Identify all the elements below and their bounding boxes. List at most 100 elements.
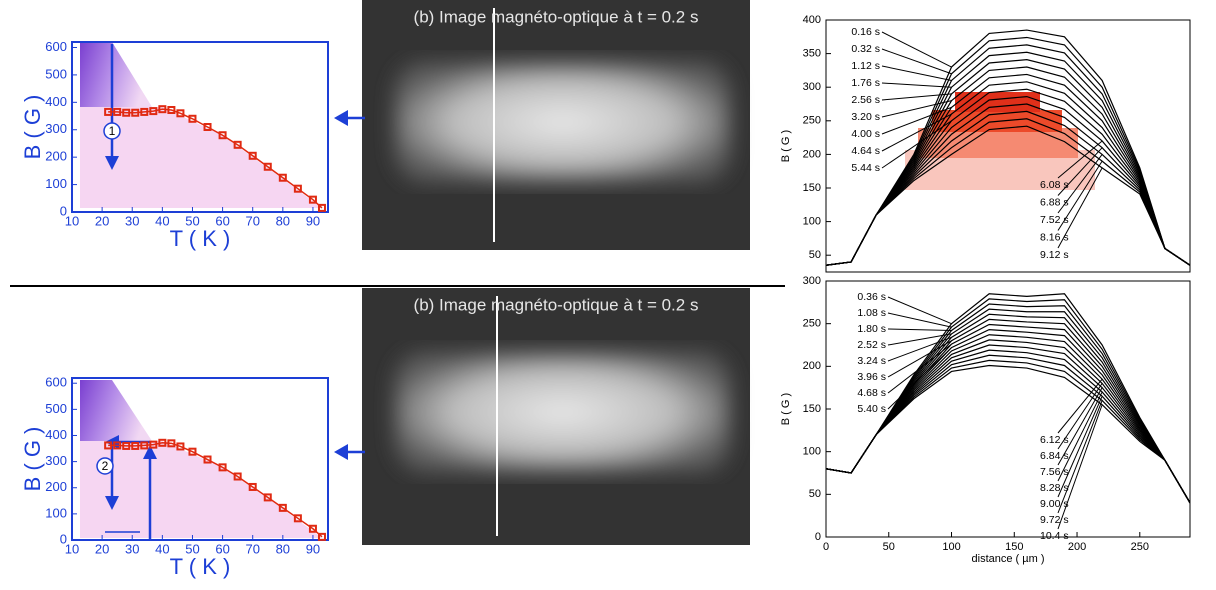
data-point (218, 131, 227, 140)
leader-line (887, 343, 952, 394)
series-line (825, 125, 1191, 266)
shaded-region (80, 107, 322, 208)
series-line (825, 364, 1191, 504)
y-tick-label: 100 (803, 446, 821, 458)
legend-label: 1.08 s (857, 307, 886, 319)
leader-line (881, 106, 952, 135)
image-caption: (b) Image magnéto-optique à t = 0.2 s (414, 7, 699, 26)
legend-label: 2.52 s (857, 339, 886, 351)
leader-line (881, 82, 952, 88)
x-tick-label: 40 (155, 213, 169, 228)
y-tick-label: 200 (45, 479, 67, 494)
data-point (308, 524, 317, 533)
image-caption: (b) Image magnéto-optique à t = 0.2 s (414, 295, 699, 314)
leader-line (881, 113, 952, 152)
mo-image (362, 0, 750, 250)
data-point (167, 106, 176, 114)
legend-label: 10.4 s (1040, 530, 1069, 542)
leader-line (1057, 140, 1103, 179)
data-point (293, 514, 302, 523)
legend-label: 4.68 s (857, 387, 886, 399)
leader-line (887, 312, 952, 328)
leader-line (887, 328, 952, 331)
step-label: 1 (109, 124, 116, 138)
y-tick-label: 600 (45, 375, 67, 390)
leader-line (881, 48, 952, 75)
x-tick-label: 30 (125, 213, 139, 228)
data-point (140, 107, 149, 116)
x-tick-label: 20 (95, 541, 109, 556)
leader-line (1057, 400, 1103, 514)
legend-label: 3.96 s (857, 371, 886, 383)
leader-line (1057, 395, 1103, 498)
legend-label: 7.52 s (1040, 214, 1069, 226)
shaded-region (80, 380, 152, 441)
data-point (158, 105, 167, 114)
data-point (158, 438, 167, 447)
data-point (218, 463, 227, 472)
leader-line (1057, 154, 1103, 214)
arrow (105, 44, 365, 540)
legend-label: 6.12 s (1040, 434, 1069, 446)
x-axis-label: T ( K ) (170, 226, 231, 251)
shaded-region (80, 42, 152, 107)
data-point (176, 109, 185, 118)
x-tick-label: 40 (155, 541, 169, 556)
x-tick-label: 100 (942, 541, 960, 553)
y-tick-label: 500 (45, 66, 67, 81)
y-tick-label: 0 (815, 531, 821, 543)
legend-label: 6.88 s (1040, 196, 1069, 208)
legend-label: 9.12 s (1040, 249, 1069, 261)
x-tick-label: 60 (215, 541, 229, 556)
data-point (233, 140, 242, 149)
legend-label: 4.00 s (851, 128, 880, 140)
shaded-region (80, 441, 322, 538)
y-axis-label: B ( G ) (20, 95, 45, 160)
data-point (113, 107, 122, 116)
y-tick-label: 250 (803, 318, 821, 330)
leader-line (887, 296, 952, 325)
legend-label: 1.80 s (857, 323, 886, 335)
x-tick-label: 200 (1068, 541, 1086, 553)
x-tick-label: 10 (65, 541, 79, 556)
data-point (188, 447, 197, 456)
data-point (263, 162, 272, 171)
y-tick-label: 200 (45, 149, 67, 164)
plot-frame (825, 19, 1191, 273)
legend-label: 9.00 s (1040, 498, 1069, 510)
series-line (108, 108, 323, 209)
x-tick-label: 0 (823, 541, 829, 553)
data-point (317, 532, 326, 541)
legend-label: 6.84 s (1040, 450, 1069, 462)
leader-line (1057, 391, 1103, 482)
legend-label: 3.20 s (851, 111, 880, 123)
leader-line (1057, 167, 1103, 249)
data-point (122, 441, 131, 450)
leader-line (881, 65, 952, 81)
legend-label: 5.44 s (851, 162, 880, 174)
legend-label: 0.36 s (857, 291, 886, 303)
leader-line (887, 333, 952, 346)
y-tick-label: 250 (803, 115, 821, 127)
leader-line (881, 93, 952, 101)
x-tick-label: 90 (306, 213, 320, 228)
y-tick-label: 400 (45, 427, 67, 442)
data-point (140, 441, 149, 450)
y-tick-label: 400 (45, 94, 67, 109)
data-point (104, 441, 113, 450)
data-point (149, 440, 158, 449)
x-axis-label: T ( K ) (170, 554, 231, 579)
y-tick-label: 300 (803, 275, 821, 287)
x-tick-label: 80 (276, 541, 290, 556)
x-tick-label: 20 (95, 213, 109, 228)
y-axis-label: B ( G ) (780, 130, 792, 162)
y-tick-label: 350 (803, 48, 821, 60)
leader-line (1057, 378, 1103, 434)
y-tick-label: 600 (45, 39, 67, 54)
y-tick-label: 100 (45, 176, 67, 191)
y-tick-label: 300 (45, 453, 67, 468)
legend-label: 5.40 s (857, 403, 886, 415)
data-point (167, 439, 176, 448)
series-line (108, 442, 323, 538)
x-axis-label: distance ( µm ) (972, 553, 1045, 565)
